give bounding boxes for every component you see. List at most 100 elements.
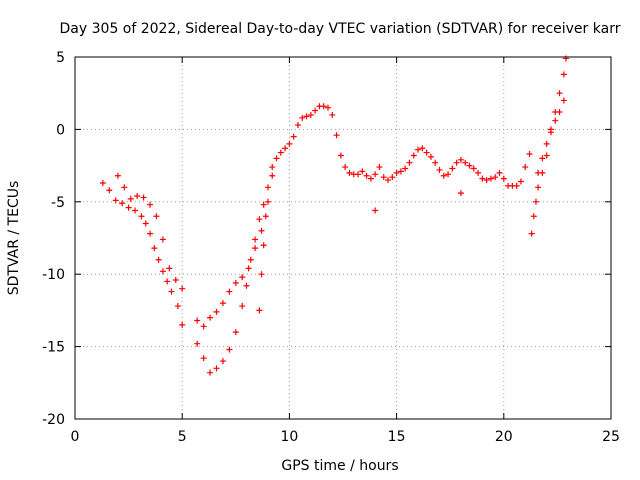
chart-title: Day 305 of 2022, Sidereal Day-to-day VTE… — [60, 21, 621, 37]
data-point — [273, 155, 280, 162]
data-point — [393, 169, 400, 176]
data-point — [260, 201, 267, 208]
data-point — [355, 171, 362, 178]
data-point — [264, 198, 271, 205]
data-point — [194, 340, 201, 347]
data-point — [513, 182, 520, 189]
data-point — [159, 268, 166, 275]
data-point — [329, 111, 336, 118]
data-points — [99, 55, 569, 376]
data-point — [556, 109, 563, 116]
data-point — [457, 156, 464, 163]
data-point — [532, 198, 539, 205]
data-point — [346, 169, 353, 176]
data-point — [547, 126, 554, 133]
data-point — [164, 278, 171, 285]
data-point — [258, 227, 265, 234]
data-point — [200, 355, 207, 362]
data-point — [449, 165, 456, 172]
data-point — [168, 288, 175, 295]
data-point — [470, 165, 477, 172]
data-point — [174, 303, 181, 310]
data-point — [462, 159, 469, 166]
data-point — [562, 55, 569, 62]
data-point — [415, 146, 422, 153]
data-point — [256, 216, 263, 223]
plot-frame — [74, 56, 612, 420]
data-point — [528, 230, 535, 237]
data-point — [492, 174, 499, 181]
data-point — [286, 140, 293, 147]
data-point — [359, 168, 366, 175]
data-point — [560, 71, 567, 78]
data-point — [282, 145, 289, 152]
data-point — [264, 184, 271, 191]
data-point — [219, 358, 226, 365]
data-point — [526, 151, 533, 158]
data-point — [522, 164, 529, 171]
data-point — [232, 329, 239, 336]
x-tick-label: 0 — [71, 429, 80, 445]
data-point — [552, 117, 559, 124]
data-point — [440, 172, 447, 179]
data-point — [312, 107, 319, 114]
data-point — [389, 174, 396, 181]
data-point — [445, 171, 452, 178]
data-point — [219, 300, 226, 307]
y-tick-label: 0 — [56, 122, 65, 138]
data-point — [320, 103, 327, 110]
data-point — [151, 245, 158, 252]
axis-ticks: 0 5 10 15 20 25 -20 -15 -10 -5 0 5 — [42, 50, 620, 445]
data-point — [397, 168, 404, 175]
data-point — [556, 90, 563, 97]
data-point — [147, 230, 154, 237]
data-point — [262, 213, 269, 220]
data-point — [269, 172, 276, 179]
grid-lines — [75, 57, 611, 419]
y-axis-label: SDTVAR / TECUs — [6, 181, 22, 296]
x-tick-label: 15 — [388, 429, 406, 445]
data-point — [213, 308, 220, 315]
data-point — [226, 346, 233, 353]
data-point — [307, 111, 314, 118]
data-point — [380, 174, 387, 181]
data-point — [239, 303, 246, 310]
data-point — [239, 274, 246, 281]
data-point — [232, 279, 239, 286]
data-point — [303, 113, 310, 120]
data-point — [333, 132, 340, 139]
data-point — [260, 242, 267, 249]
data-point — [385, 177, 392, 184]
y-tick-label: -10 — [42, 267, 65, 283]
data-point — [138, 213, 145, 220]
data-point — [419, 145, 426, 152]
data-point — [543, 140, 550, 147]
data-point — [560, 97, 567, 104]
data-point — [342, 164, 349, 171]
data-point — [376, 164, 383, 171]
data-point — [367, 175, 374, 182]
data-point — [121, 184, 128, 191]
data-point — [423, 149, 430, 156]
data-point — [530, 213, 537, 220]
data-point — [179, 285, 186, 292]
data-point — [363, 172, 370, 179]
data-point — [539, 155, 546, 162]
data-point — [155, 256, 162, 263]
data-point — [457, 190, 464, 197]
y-tick-label: -5 — [51, 195, 65, 211]
data-point — [166, 265, 173, 272]
data-point — [119, 200, 126, 207]
data-point — [226, 288, 233, 295]
data-point — [410, 152, 417, 159]
data-point — [112, 197, 119, 204]
data-point — [245, 265, 252, 272]
data-point — [466, 162, 473, 169]
data-point — [406, 159, 413, 166]
data-point — [200, 323, 207, 330]
data-point — [247, 256, 254, 263]
data-point — [258, 271, 265, 278]
data-point — [243, 282, 250, 289]
